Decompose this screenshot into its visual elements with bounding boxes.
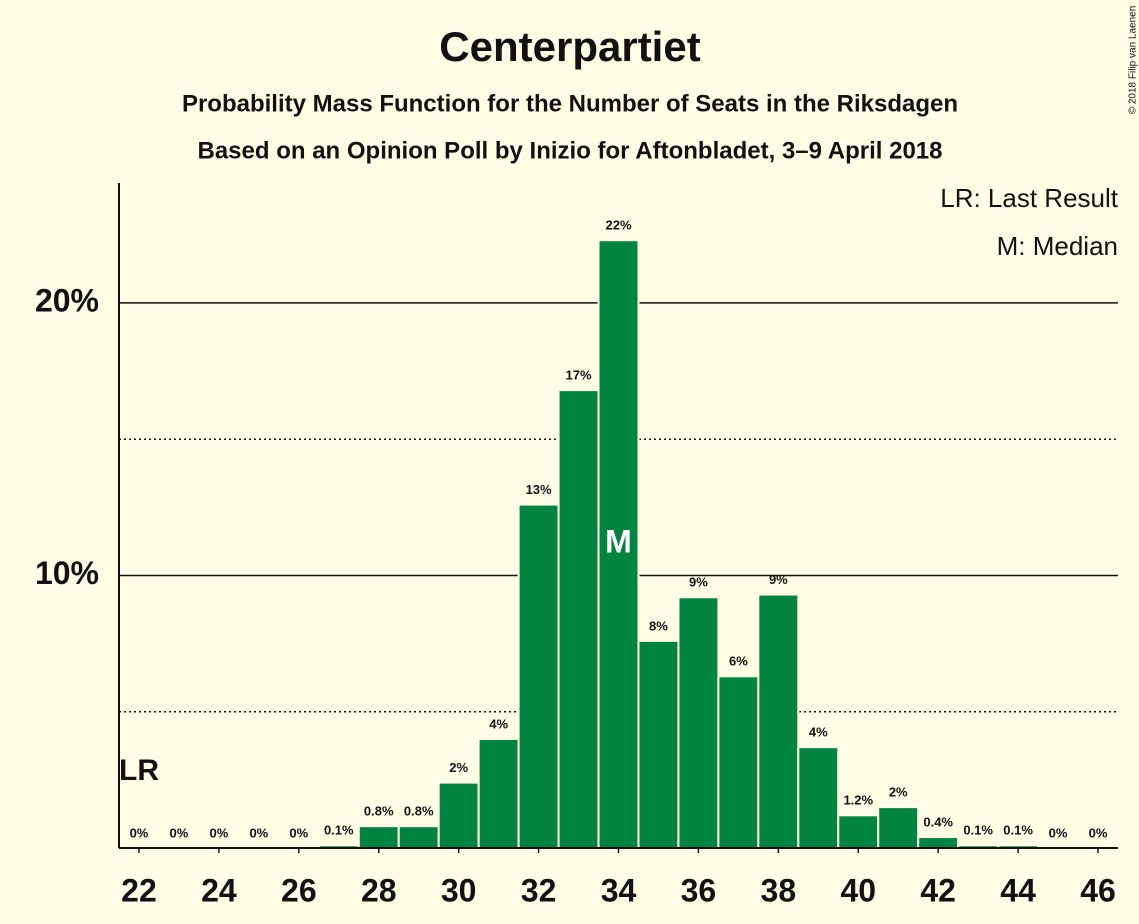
value-label: 0.1% [324,823,354,838]
legend-entry: M: Median [997,231,1118,261]
bar [557,389,600,849]
x-tick-label: 38 [761,872,797,908]
value-label: 4% [809,725,828,740]
x-tick-label: 40 [840,872,876,908]
x-tick-label: 24 [201,872,237,908]
chart-subtitle: Based on an Opinion Poll by Inizio for A… [198,137,943,164]
x-tick-label: 46 [1080,872,1116,908]
bar [517,503,560,849]
value-label: 9% [769,572,788,587]
copyright: © 2018 Filip van Laenen [1128,6,1139,115]
value-label: 0.1% [1003,823,1033,838]
value-label: 0% [1089,825,1108,840]
bar [837,814,880,850]
bar [877,806,920,849]
value-label: 0.8% [364,804,394,819]
bar [717,675,760,850]
legend-entry: LR: Last Result [940,183,1119,213]
value-label: 0% [249,825,268,840]
value-label: 8% [649,618,668,633]
value-label: 6% [729,654,748,669]
bar [757,593,800,849]
bar [637,639,680,849]
x-tick-label: 32 [521,872,557,908]
bar [397,825,440,849]
value-label: 0.8% [404,804,434,819]
y-tick-label: 20% [35,282,99,318]
median-marker: M [605,524,632,560]
bar [917,836,960,850]
value-label: 2% [889,785,908,800]
chart-title: Centerpartiet [439,23,700,70]
x-tick-label: 34 [601,872,637,908]
chart-subtitle: Probability Mass Function for the Number… [182,90,958,117]
bar [677,596,720,849]
value-label: 13% [526,482,552,497]
bar [437,781,480,849]
x-tick-label: 22 [121,872,157,908]
value-label: 0% [210,825,229,840]
x-tick-label: 30 [441,872,477,908]
bar [477,737,520,849]
x-tick-label: 36 [681,872,717,908]
bar [357,825,400,849]
value-label: 9% [689,575,708,590]
x-tick-label: 28 [361,872,397,908]
x-tick-label: 44 [1000,872,1036,908]
value-label: 0.4% [923,815,953,830]
value-label: 2% [449,760,468,775]
value-label: 17% [566,368,592,383]
value-label: 1.2% [843,793,873,808]
bar [597,239,640,850]
value-label: 0% [1049,825,1068,840]
x-tick-label: 26 [281,872,317,908]
value-label: 0.1% [963,823,993,838]
value-label: 22% [605,218,631,233]
value-label: 0% [289,825,308,840]
x-tick-label: 42 [920,872,956,908]
value-label: 0% [170,825,189,840]
y-tick-label: 10% [35,555,99,591]
value-label: 4% [489,716,508,731]
bar [797,746,840,850]
value-label: 0% [130,825,149,840]
last-result-marker: LR [119,754,159,787]
